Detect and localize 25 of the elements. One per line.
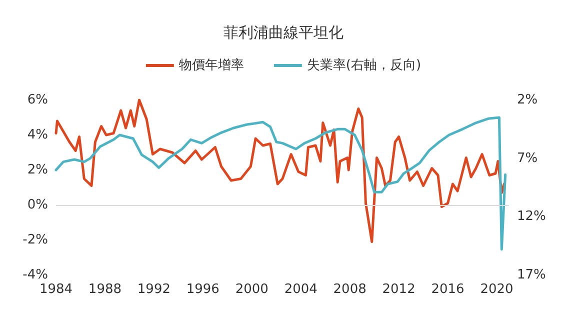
y2-tick-label: 12% (517, 209, 546, 224)
y-tick-label: 0% (27, 198, 48, 212)
y2-tick-label: 2% (517, 92, 538, 108)
x-tick-label: 2012 (382, 282, 416, 297)
x-tick-label: 2016 (431, 282, 464, 297)
y-tick-label: -2% (22, 232, 48, 248)
x-tick-label: 2020 (480, 282, 514, 297)
x-tick-label: 1984 (39, 282, 73, 297)
line-series (54, 98, 506, 243)
y-tick-label: 6% (27, 92, 48, 108)
x-tick-label: 2000 (235, 282, 268, 297)
y-tick-label: 2% (27, 162, 48, 178)
line-series (54, 116, 507, 251)
y-tick-label: -4% (22, 268, 48, 282)
legend-label: 失業率(右軸，反向) (306, 57, 422, 73)
y-tick-label: 4% (27, 128, 48, 142)
legend-label: 物價年增率 (178, 57, 244, 73)
chart-title: 菲利浦曲線平坦化 (224, 24, 344, 42)
x-tick-label: 1988 (88, 282, 122, 297)
y2-tick-label: 17% (517, 268, 546, 282)
y2-tick-label: 7% (517, 150, 538, 166)
x-tick-label: 2008 (333, 282, 366, 297)
x-tick-label: 1996 (186, 282, 220, 297)
x-tick-label: 2004 (284, 282, 318, 297)
x-tick-label: 1992 (137, 282, 170, 297)
